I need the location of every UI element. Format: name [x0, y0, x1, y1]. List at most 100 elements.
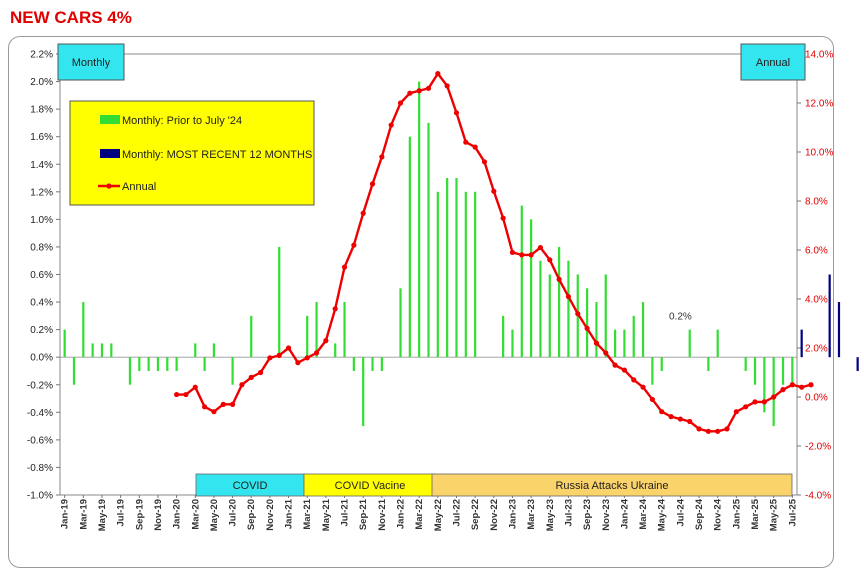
annual-point	[257, 369, 264, 376]
x-tick-label: Jul-23	[563, 499, 574, 526]
bar-prior-july-24	[128, 357, 132, 385]
annual-point	[453, 110, 460, 116]
annual-point	[631, 377, 637, 383]
x-tick-label: Jan-19	[60, 499, 71, 529]
x-tick-label: Jan-20	[172, 499, 183, 529]
annual-point	[435, 71, 441, 77]
annual-point	[705, 428, 711, 434]
bar-prior-july-24	[772, 357, 775, 427]
bar-prior-july-24	[511, 329, 514, 358]
x-tick-label: May-21	[321, 498, 332, 531]
bar-prior-july-24	[613, 329, 617, 358]
annual-point	[789, 382, 795, 388]
period-label: Russia Attacks Ukraine	[555, 480, 668, 492]
annual-point	[332, 306, 338, 312]
annual-point	[687, 418, 693, 425]
bar-prior-july-24	[147, 357, 150, 371]
left-tick-label: 2.2%	[30, 50, 53, 61]
annual-point	[715, 428, 721, 434]
bar-prior-july-24	[418, 81, 421, 358]
annual-point	[220, 401, 226, 407]
annual-point	[509, 249, 516, 256]
x-tick-label: Nov-24	[713, 498, 724, 530]
legend-label: Monthly: Prior to July '24	[122, 115, 242, 127]
bar-prior-july-24	[539, 260, 542, 358]
bar-prior-july-24	[548, 274, 551, 358]
annual-point	[743, 404, 749, 410]
left-tick-label: 0.8%	[30, 242, 53, 253]
annual-point	[481, 159, 488, 165]
x-tick-label: Nov-20	[265, 499, 276, 531]
annual-point	[388, 122, 394, 128]
x-tick-label: Jul-25	[787, 498, 798, 526]
right-tick-label: 10.0%	[805, 148, 833, 159]
annual-point	[202, 404, 208, 410]
bar-prior-july-24	[380, 357, 383, 371]
annotation-label: 0.2%	[669, 312, 692, 323]
bar-recent-12-months	[828, 274, 831, 358]
annual-point	[612, 362, 618, 368]
right-tick-label: 6.0%	[805, 246, 828, 257]
annual-point	[323, 338, 329, 344]
legend-swatch	[100, 149, 120, 158]
bar-prior-july-24	[763, 357, 766, 413]
x-tick-label: Mar-20	[190, 499, 201, 530]
annual-point	[593, 340, 600, 346]
bar-prior-july-24	[427, 122, 430, 358]
bar-recent-12-months	[856, 357, 859, 371]
bar-prior-july-24	[502, 315, 505, 358]
annual-point	[621, 367, 628, 373]
right-tick-label: 4.0%	[805, 295, 828, 306]
bar-prior-july-24	[781, 357, 785, 385]
bar-prior-july-24	[604, 274, 607, 358]
bar-prior-july-24	[464, 191, 467, 358]
annual-point	[369, 181, 376, 187]
bar-prior-july-24	[753, 357, 757, 385]
annual-point	[733, 409, 739, 415]
monthly-axis-box	[57, 43, 125, 81]
annual-point	[313, 350, 320, 356]
annual-point	[444, 83, 450, 89]
left-tick-label: -0.2%	[27, 380, 53, 391]
annual-point	[192, 384, 198, 390]
bar-prior-july-24	[250, 315, 253, 358]
bar-prior-july-24	[530, 219, 533, 358]
bar-prior-july-24	[306, 315, 309, 358]
annual-point	[659, 409, 665, 415]
annual-point	[379, 154, 385, 160]
bar-prior-july-24	[352, 357, 355, 371]
bar-prior-july-24	[623, 329, 626, 358]
annual-point	[472, 144, 478, 150]
bar-prior-july-24	[334, 343, 337, 358]
bar-recent-12-months	[837, 302, 841, 358]
bar-prior-july-24	[91, 343, 94, 358]
bar-prior-july-24	[278, 246, 281, 358]
annual-point	[547, 257, 553, 263]
x-tick-label: Jul-19	[116, 499, 127, 526]
bar-prior-july-24	[660, 357, 663, 371]
bar-prior-july-24	[707, 357, 710, 371]
x-tick-label: Jul-20	[228, 499, 239, 526]
x-tick-label: May-23	[545, 499, 556, 531]
bar-prior-july-24	[315, 302, 318, 358]
left-tick-label: 2.0%	[30, 77, 53, 88]
bar-prior-july-24	[203, 357, 206, 371]
annual-point	[304, 355, 310, 361]
x-tick-label: Nov-23	[601, 499, 612, 531]
annual-point	[276, 352, 282, 358]
bar-prior-july-24	[632, 315, 635, 358]
annual-point	[183, 391, 189, 398]
bar-prior-july-24	[585, 288, 589, 358]
annual-point	[425, 85, 432, 91]
left-tick-label: -0.4%	[27, 408, 53, 419]
x-tick-label: Mar-24	[638, 498, 649, 529]
bar-prior-july-24	[567, 260, 570, 358]
annual-point	[799, 384, 805, 390]
period-band	[431, 473, 793, 497]
period-label: COVID Vacine	[335, 480, 406, 492]
x-tick-label: Sep-22	[470, 499, 481, 530]
right-tick-label: 12.0%	[805, 99, 833, 110]
page-title: NEW CARS 4%	[10, 8, 132, 27]
annual-axis-label: Annual	[756, 57, 790, 69]
annual-point	[407, 90, 413, 96]
